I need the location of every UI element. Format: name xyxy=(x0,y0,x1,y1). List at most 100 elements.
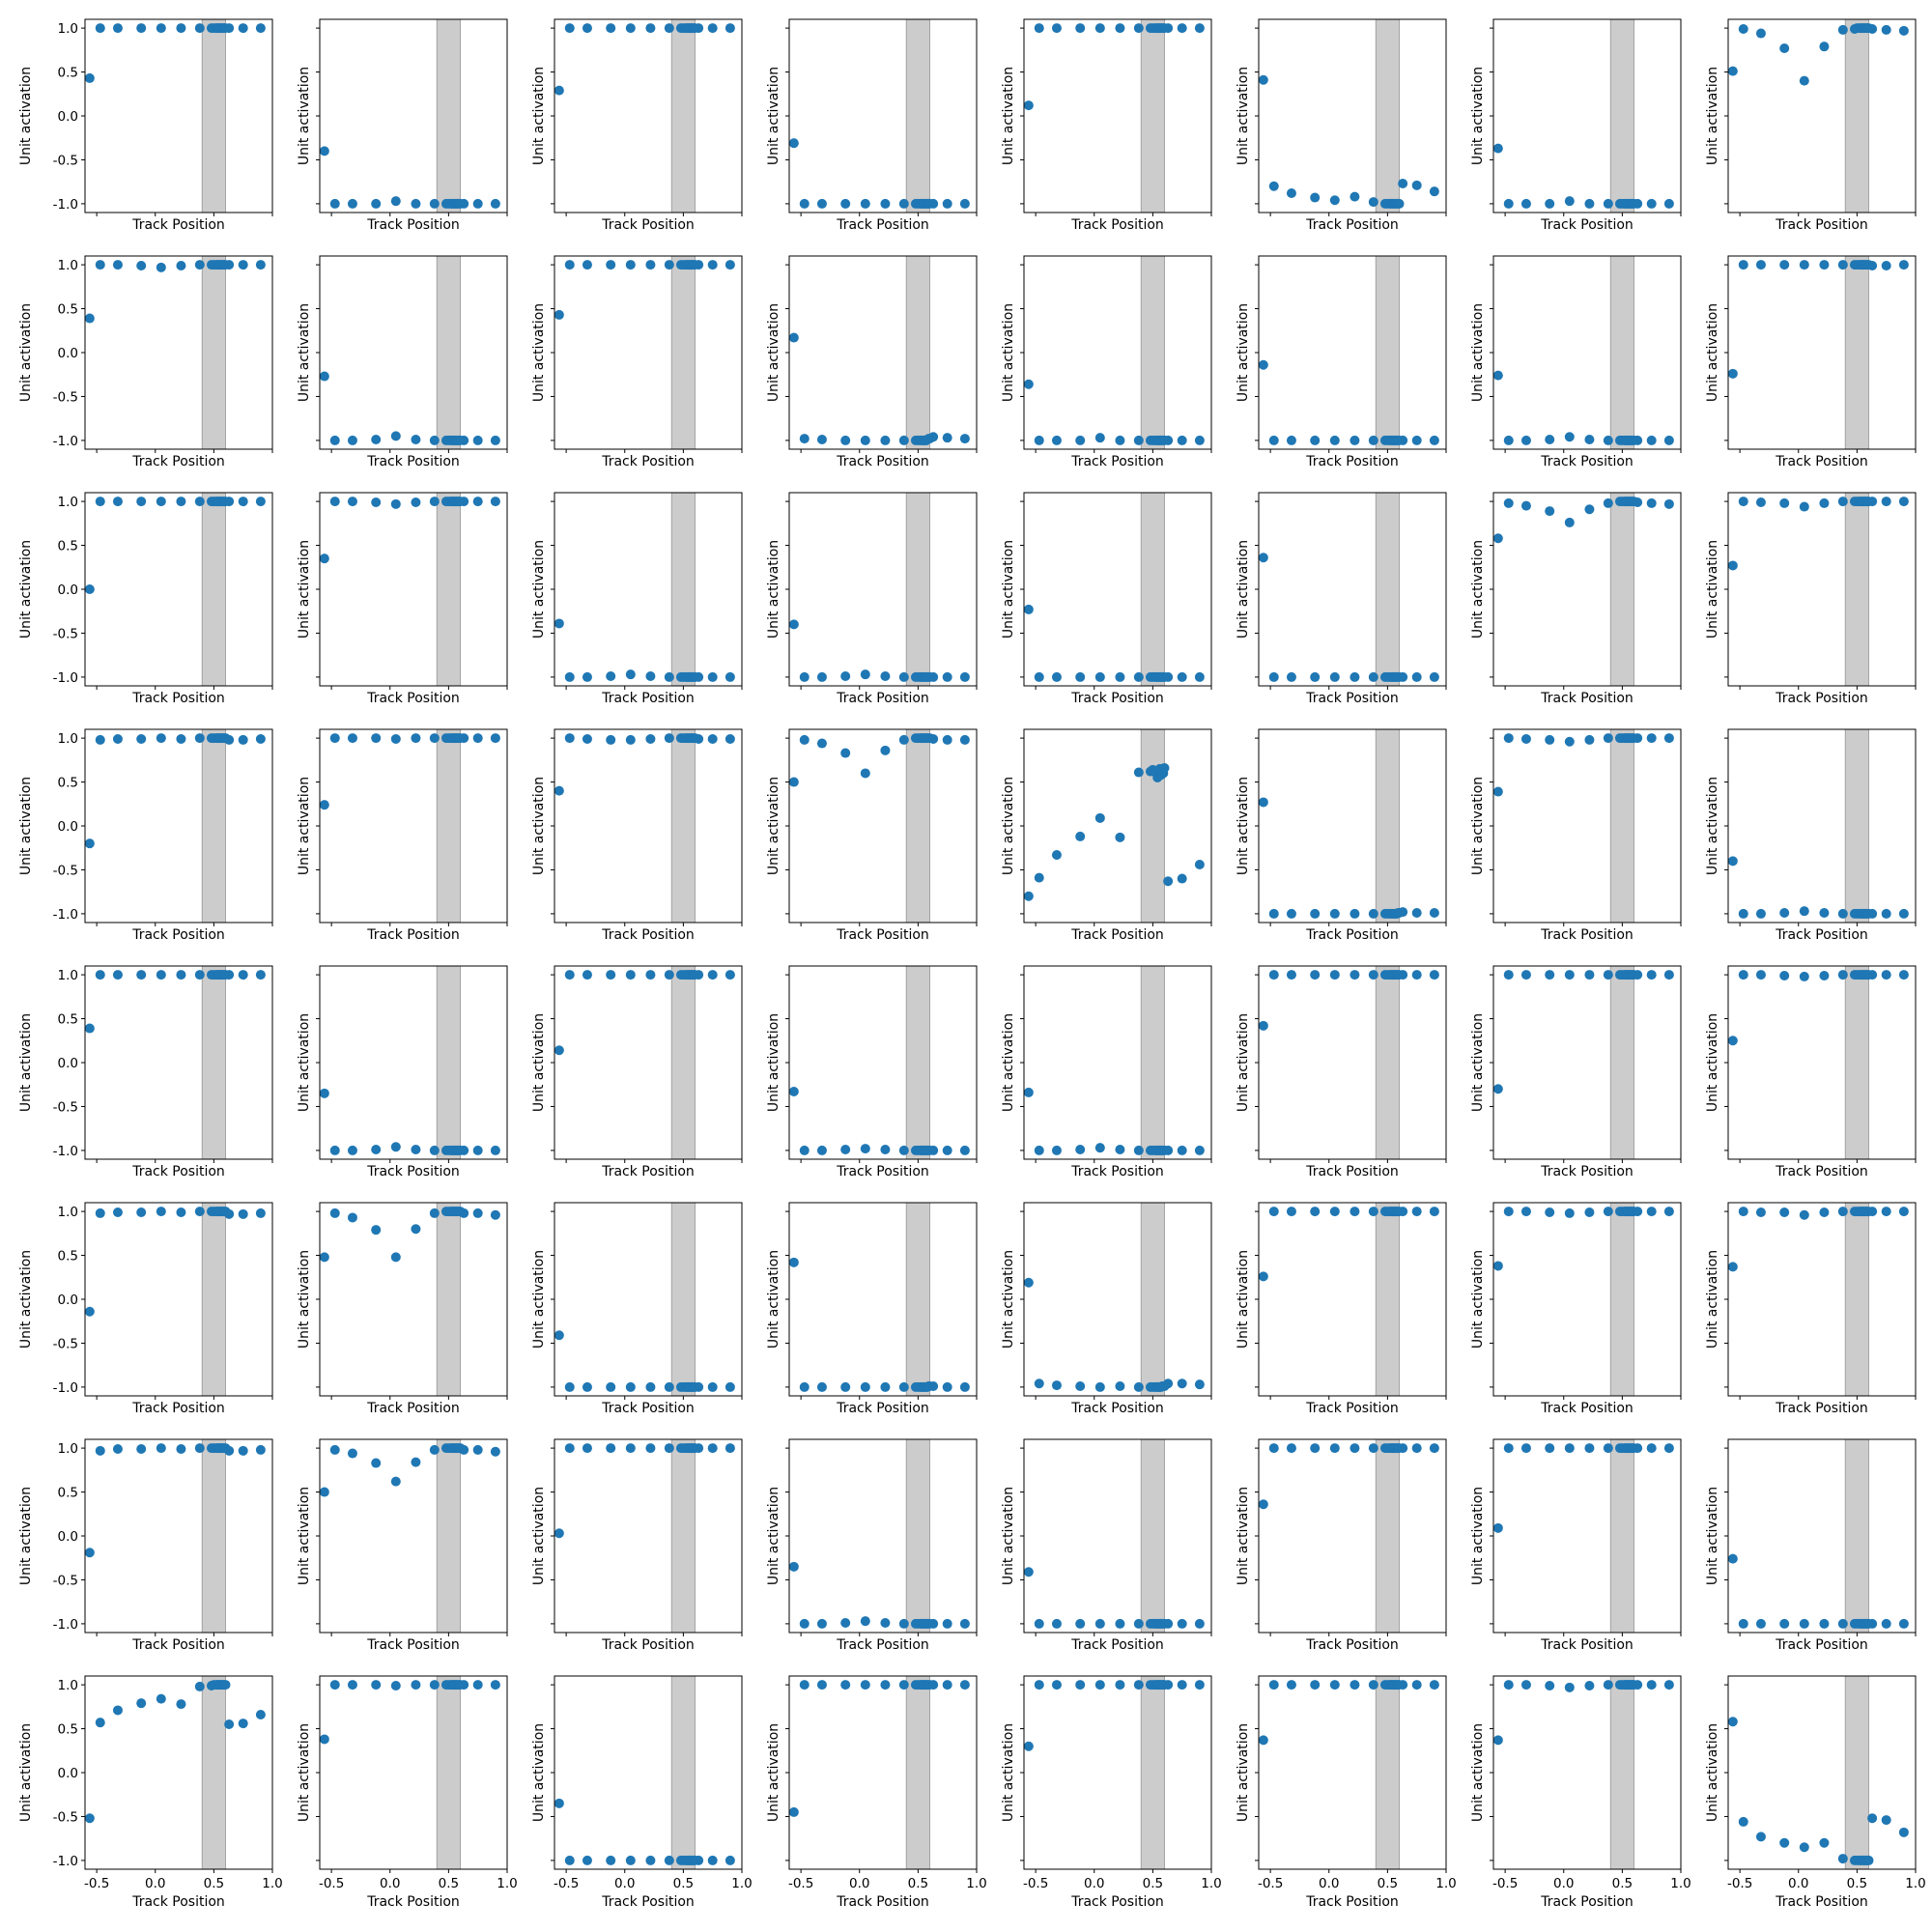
data-point xyxy=(959,671,970,682)
axes-frame xyxy=(788,1438,978,1634)
y-axis-label: Unit activation xyxy=(1705,1723,1720,1822)
axes-frame xyxy=(788,492,978,687)
data-point xyxy=(1258,797,1268,808)
axes-frame xyxy=(1492,18,1682,213)
data-point xyxy=(1819,1618,1830,1629)
y-axis-label: Unit activation xyxy=(297,540,312,639)
data-point xyxy=(1738,260,1748,270)
data-point xyxy=(1738,24,1748,34)
data-point xyxy=(1663,1680,1674,1690)
data-point xyxy=(564,970,575,980)
data-point xyxy=(224,23,235,34)
data-point xyxy=(1310,1443,1321,1454)
data-point xyxy=(1286,435,1296,445)
data-point xyxy=(329,733,340,744)
data-point xyxy=(1268,1680,1279,1690)
data-point xyxy=(194,23,205,34)
data-point xyxy=(1286,1443,1296,1454)
data-point xyxy=(1329,671,1340,682)
data-point xyxy=(1310,671,1321,682)
shaded-region xyxy=(905,728,930,923)
x-axis-label: Track Position xyxy=(1070,691,1164,706)
shaded-region xyxy=(201,728,226,923)
y-axis-label: Unit activation xyxy=(531,777,547,875)
data-point xyxy=(238,23,248,34)
data-point xyxy=(1564,1682,1575,1692)
data-point xyxy=(1520,500,1531,511)
x-axis-label: Track Position xyxy=(1305,1164,1399,1179)
subplot-r7c8: Track Position Unit activation xyxy=(1705,1438,1917,1653)
data-point xyxy=(1520,1207,1531,1217)
data-point xyxy=(1881,497,1891,507)
data-point xyxy=(84,1548,95,1558)
data-point xyxy=(1194,1680,1205,1690)
x-axis-label: Track Position xyxy=(601,1401,695,1416)
data-point xyxy=(1779,971,1790,980)
subplot-r2c3: Track Position Unit activation xyxy=(531,255,743,469)
y-tick-label: 1.0 xyxy=(58,968,78,983)
data-point xyxy=(411,1145,421,1154)
y-axis-label: Unit activation xyxy=(1705,303,1720,402)
data-point xyxy=(1799,260,1809,270)
data-point xyxy=(1075,1145,1086,1154)
axes-frame xyxy=(1258,1675,1447,1870)
x-tick-label: -0.5 xyxy=(554,1876,579,1891)
data-point xyxy=(1819,42,1830,52)
y-axis-label: Unit activation xyxy=(297,1013,312,1112)
data-point xyxy=(1779,908,1790,918)
y-tick-label: 0.5 xyxy=(58,1012,78,1028)
data-point xyxy=(1115,832,1125,842)
data-point xyxy=(429,1145,440,1155)
y-axis-label: Unit activation xyxy=(297,303,312,402)
y-axis-label: Unit activation xyxy=(1705,777,1720,875)
x-axis-label: Track Position xyxy=(1540,454,1634,469)
y-axis-label: Unit activation xyxy=(18,67,34,165)
y-axis-label: Unit activation xyxy=(1001,1013,1016,1112)
axes-frame xyxy=(319,728,508,923)
y-tick-label: -1.0 xyxy=(53,434,78,449)
data-point xyxy=(1799,971,1809,981)
data-point xyxy=(156,497,166,507)
data-point xyxy=(112,23,123,34)
data-point xyxy=(112,970,123,980)
shaded-region xyxy=(1375,965,1400,1160)
x-axis-label: Track Position xyxy=(131,217,225,233)
shaded-region xyxy=(201,255,226,450)
x-axis-label: Track Position xyxy=(1070,1401,1164,1416)
data-point xyxy=(942,198,952,209)
y-axis-label: Unit activation xyxy=(766,540,781,639)
axes-frame xyxy=(1727,1438,1917,1634)
data-point xyxy=(1584,198,1595,209)
data-point xyxy=(1755,1208,1766,1217)
x-axis-label: Track Position xyxy=(1775,927,1868,943)
data-point xyxy=(156,23,166,34)
data-point xyxy=(1094,671,1105,682)
data-point xyxy=(1329,970,1340,980)
data-point xyxy=(371,1145,382,1154)
data-point xyxy=(1646,1207,1657,1217)
shaded-region xyxy=(1844,1675,1869,1870)
y-tick-label: 1.0 xyxy=(58,21,78,37)
data-point xyxy=(156,733,166,744)
shaded-region xyxy=(1140,965,1165,1160)
data-point xyxy=(1584,435,1595,444)
data-point xyxy=(1310,435,1321,445)
subplot-r4c1: -1.0 -0.5 0.0 0.5 1.0 Track Position Unit acti… xyxy=(18,728,273,943)
data-point xyxy=(898,1145,909,1155)
data-point xyxy=(1194,860,1205,869)
y-axis-label: Unit activation xyxy=(531,303,547,402)
data-point xyxy=(554,1045,564,1056)
data-point xyxy=(1258,1020,1268,1031)
data-point xyxy=(959,734,970,745)
data-point xyxy=(371,733,382,744)
data-point xyxy=(411,1224,421,1235)
data-point xyxy=(898,734,909,745)
x-axis-label: Track Position xyxy=(836,691,929,706)
data-point xyxy=(390,498,401,509)
data-point xyxy=(1398,907,1408,918)
data-point xyxy=(664,1443,674,1454)
data-point xyxy=(694,260,704,270)
subplot-r4c3: Track Position Unit activation xyxy=(531,728,743,943)
data-point xyxy=(1350,1680,1360,1690)
data-point xyxy=(1075,23,1086,34)
